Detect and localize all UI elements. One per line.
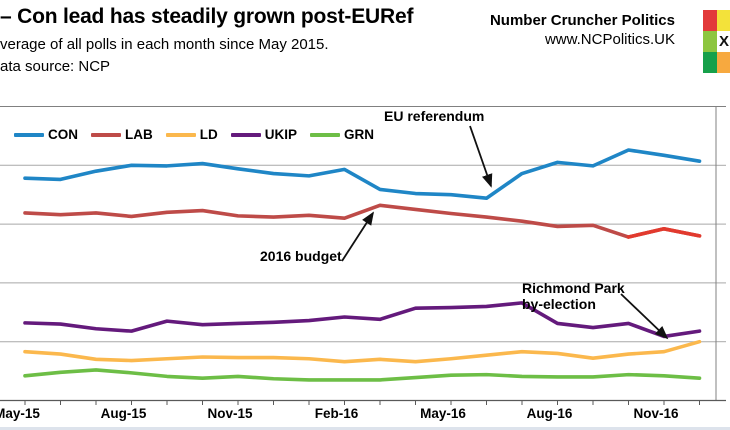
legend-label-ld: LD	[199, 127, 218, 142]
brand-block: Number Cruncher Politics www.NCPolitics.…	[490, 11, 675, 49]
legend-swatch-ld	[165, 132, 196, 137]
legend-label-lab: LAB	[125, 127, 153, 142]
legend-item-con: CON	[14, 127, 78, 142]
series-line-ukip	[23, 301, 702, 339]
arrow-richmond-park	[620, 293, 669, 340]
x-axis-label-may-16: May-16	[420, 406, 466, 421]
logo-cell-5	[717, 52, 730, 73]
legend-swatch-con	[14, 132, 44, 137]
logo-cell-2	[703, 31, 717, 52]
legend-item-ld: LD	[165, 127, 218, 142]
x-axis-label-may-15: May-15	[0, 406, 40, 421]
ncp-logo: X	[703, 10, 730, 73]
legend-item-ukip: UKIP	[230, 127, 298, 142]
annotation-eu-referendum: EU referendum	[384, 108, 485, 124]
legend-item-grn: GRN	[310, 127, 374, 142]
arrow-2016-budget	[341, 211, 374, 262]
annotation-richmond-park: Richmond Park by-election	[522, 280, 625, 312]
legend-item-lab: LAB	[91, 127, 153, 142]
series-line-con	[23, 148, 702, 201]
bottom-edge-strip	[0, 427, 730, 430]
legend-swatch-grn	[310, 132, 341, 137]
legend-label-con: CON	[48, 127, 78, 142]
logo-x-cell: X	[717, 31, 730, 52]
annotation-arrows	[341, 125, 669, 340]
x-axis-label-nov-16: Nov-16	[633, 406, 679, 421]
x-axis-label-feb-16: Feb-16	[314, 406, 359, 421]
legend-label-grn: GRN	[344, 127, 375, 142]
x-axis-label-nov-15: Nov-15	[207, 406, 253, 421]
legend-label-ukip: UKIP	[264, 127, 298, 142]
logo-cell-0	[703, 10, 717, 31]
logo-cell-4	[703, 52, 717, 73]
logo-cell-1	[717, 10, 730, 31]
chart-subtitle: verage of all polls in each month since …	[0, 36, 329, 53]
series-line-lab	[23, 203, 702, 239]
annotation-richmond-line2: by-election	[522, 296, 596, 312]
brand-url[interactable]: www.NCPolitics.UK	[544, 31, 675, 48]
series-line-ld	[23, 339, 702, 364]
x-axis-label-aug-16: Aug-16	[526, 406, 573, 421]
data-source-note: ata source: NCP	[0, 58, 111, 75]
x-axis-label-aug-15: Aug-15	[100, 406, 147, 421]
annotation-richmond-line1: Richmond Park	[522, 280, 625, 296]
gridlines	[0, 106, 726, 405]
series-lines	[23, 148, 702, 382]
arrow-eu-referendum	[469, 125, 493, 188]
annotation-2016-budget: 2016 budget	[260, 248, 342, 264]
series-line-grn	[23, 368, 702, 382]
legend: CON LAB LD UKIP GRN	[14, 127, 374, 142]
legend-swatch-ukip	[230, 132, 261, 137]
brand-name: Number Cruncher Politics	[489, 12, 675, 29]
page-title: – Con lead has steadily grown post-EURef	[0, 5, 414, 28]
series-line-lab-recent	[626, 227, 702, 239]
legend-swatch-lab	[91, 132, 121, 137]
